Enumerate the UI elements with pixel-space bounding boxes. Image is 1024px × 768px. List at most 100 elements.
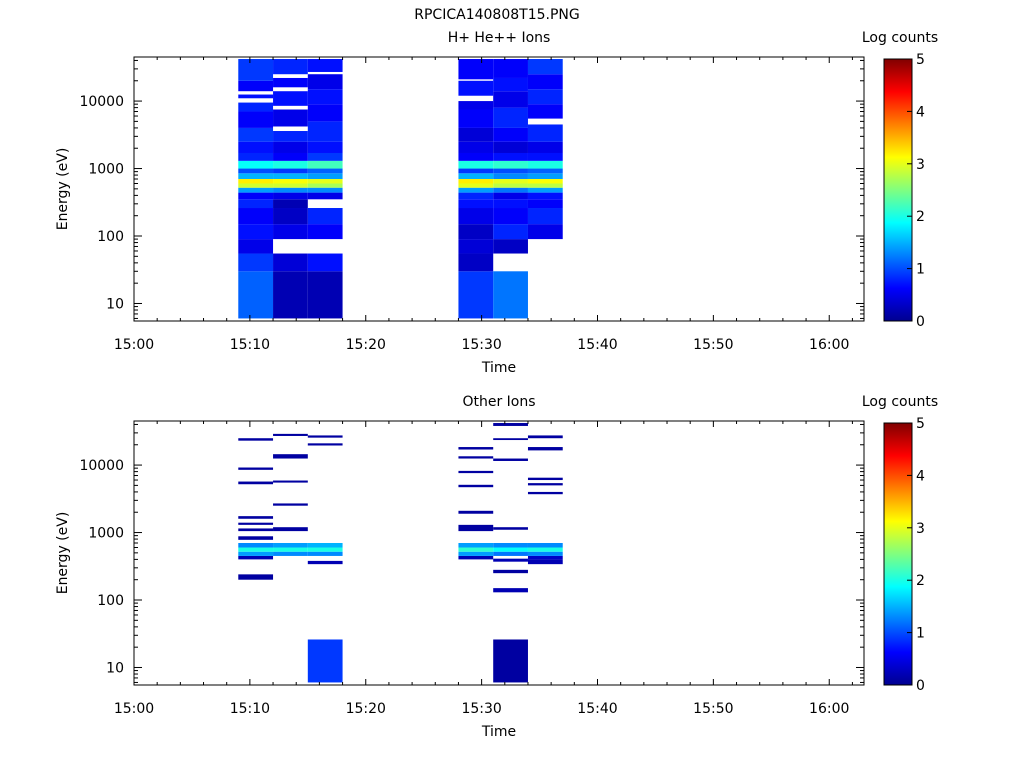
colorbar-tick-label: 1	[916, 626, 925, 642]
heatmap-cell	[273, 527, 308, 532]
heatmap-cell	[493, 458, 528, 461]
heatmap-cell	[527, 483, 563, 486]
heatmap-cell	[458, 127, 494, 142]
heatmap-cell	[458, 141, 494, 153]
heatmap-cell	[458, 183, 494, 188]
heatmap-cell	[307, 104, 343, 122]
y-axis-label: Energy (eV)	[55, 512, 71, 595]
panel-title: H+ He++ Ions	[448, 30, 551, 46]
heatmap-cell	[238, 160, 274, 169]
heatmap-cell	[458, 555, 494, 560]
heatmap-cell	[238, 183, 274, 188]
y-tick-label: 1000	[88, 526, 124, 542]
heatmap-cell	[307, 141, 343, 153]
heatmap-cell	[307, 253, 343, 272]
heatmap-cell	[307, 152, 343, 161]
heatmap-cell	[527, 477, 563, 481]
panel-title: Other Ions	[462, 394, 535, 410]
heatmap-cell	[273, 208, 308, 225]
heatmap-cell	[273, 433, 308, 436]
heatmap-cell	[493, 168, 528, 174]
heatmap-cell	[273, 224, 308, 240]
x-axis-label: Time	[481, 360, 516, 376]
heatmap-cell	[238, 574, 274, 580]
heatmap-cell	[307, 187, 343, 193]
heatmap-cell	[493, 178, 528, 184]
heatmap-cell	[307, 224, 343, 240]
heatmap-cell	[238, 141, 274, 153]
heatmap-cell	[458, 59, 494, 80]
panel-1: H+ He++ Ions 15:00 15:10 15:20 15:30 15:40 15:…	[55, 30, 938, 376]
heatmap-cell	[238, 528, 274, 532]
heatmap-cell	[493, 107, 528, 128]
heatmap-cell	[307, 59, 343, 72]
heatmap-cell	[527, 547, 563, 552]
heatmap-cell	[273, 141, 308, 153]
heatmap-cell	[273, 183, 308, 188]
x-tick-label: 15:50	[693, 701, 733, 717]
heatmap-cell	[458, 80, 494, 96]
colorbar-tick-label: 2	[916, 209, 925, 225]
heatmap-cell	[238, 208, 274, 225]
x-tick-label: 15:40	[577, 701, 617, 717]
heatmap-cell	[527, 178, 563, 184]
heatmap-cell	[493, 547, 528, 552]
heatmap-cell	[493, 639, 528, 683]
heatmap-cell	[458, 253, 494, 272]
heatmap-cell	[273, 551, 308, 556]
heatmap-cell	[307, 639, 343, 683]
heatmap-cell	[458, 192, 494, 200]
colorbar-tick-label: 3	[916, 521, 925, 537]
y-tick-label: 1000	[88, 162, 124, 178]
heatmap-cell	[238, 224, 274, 240]
heatmap-cell	[307, 208, 343, 225]
colorbar	[883, 422, 913, 686]
heatmap-cell	[458, 178, 494, 184]
x-tick-label: 16:00	[809, 701, 849, 717]
heatmap-cell	[458, 160, 494, 169]
heatmap-cell	[307, 435, 343, 438]
x-tick-label: 15:20	[346, 337, 386, 353]
heatmap-cell	[238, 516, 274, 519]
heatmap-cell	[238, 467, 274, 470]
heatmap-cell	[527, 168, 563, 174]
heatmap-cell	[493, 569, 528, 574]
heatmap-cell	[238, 438, 274, 441]
x-axis-label: Time	[481, 724, 516, 740]
x-tick-label: 15:40	[577, 337, 617, 353]
heatmap-cells	[238, 423, 563, 683]
colorbar-label: Log counts	[862, 394, 938, 410]
heatmap-cell	[493, 588, 528, 593]
heatmap-cell	[273, 271, 308, 319]
heatmap-cell	[527, 447, 563, 451]
heatmap-cell	[307, 178, 343, 184]
heatmap-cell	[458, 101, 494, 110]
heatmap-cell	[493, 192, 528, 200]
heatmap-cell	[493, 127, 528, 142]
heatmap-cell	[238, 536, 274, 540]
heatmap-cell	[238, 271, 274, 319]
y-axis-label: Energy (eV)	[55, 148, 71, 231]
heatmap-cell	[238, 152, 274, 161]
heatmap-cell	[493, 423, 528, 426]
heatmap-cell	[527, 152, 563, 161]
heatmap-cell	[238, 239, 274, 254]
heatmap-cell	[238, 481, 274, 485]
heatmap-cell	[238, 551, 274, 556]
x-tick-label: 15:30	[461, 337, 501, 353]
colorbar-tick-label: 5	[916, 416, 925, 432]
heatmap-cell	[493, 59, 528, 78]
heatmap-cell	[458, 239, 494, 254]
x-tick-label: 15:00	[114, 701, 154, 717]
heatmap-cell	[238, 80, 274, 92]
y-tick-label: 10000	[79, 94, 124, 110]
heatmap-cell	[527, 559, 563, 565]
heatmap-cell	[493, 224, 528, 240]
heatmap-cell	[527, 74, 563, 90]
heatmap-cell	[458, 187, 494, 193]
heatmap-cell	[527, 104, 563, 119]
heatmap-cell	[493, 551, 528, 556]
heatmap-cell	[493, 527, 528, 530]
heatmap-cell	[307, 443, 343, 446]
heatmap-cell	[458, 484, 494, 488]
